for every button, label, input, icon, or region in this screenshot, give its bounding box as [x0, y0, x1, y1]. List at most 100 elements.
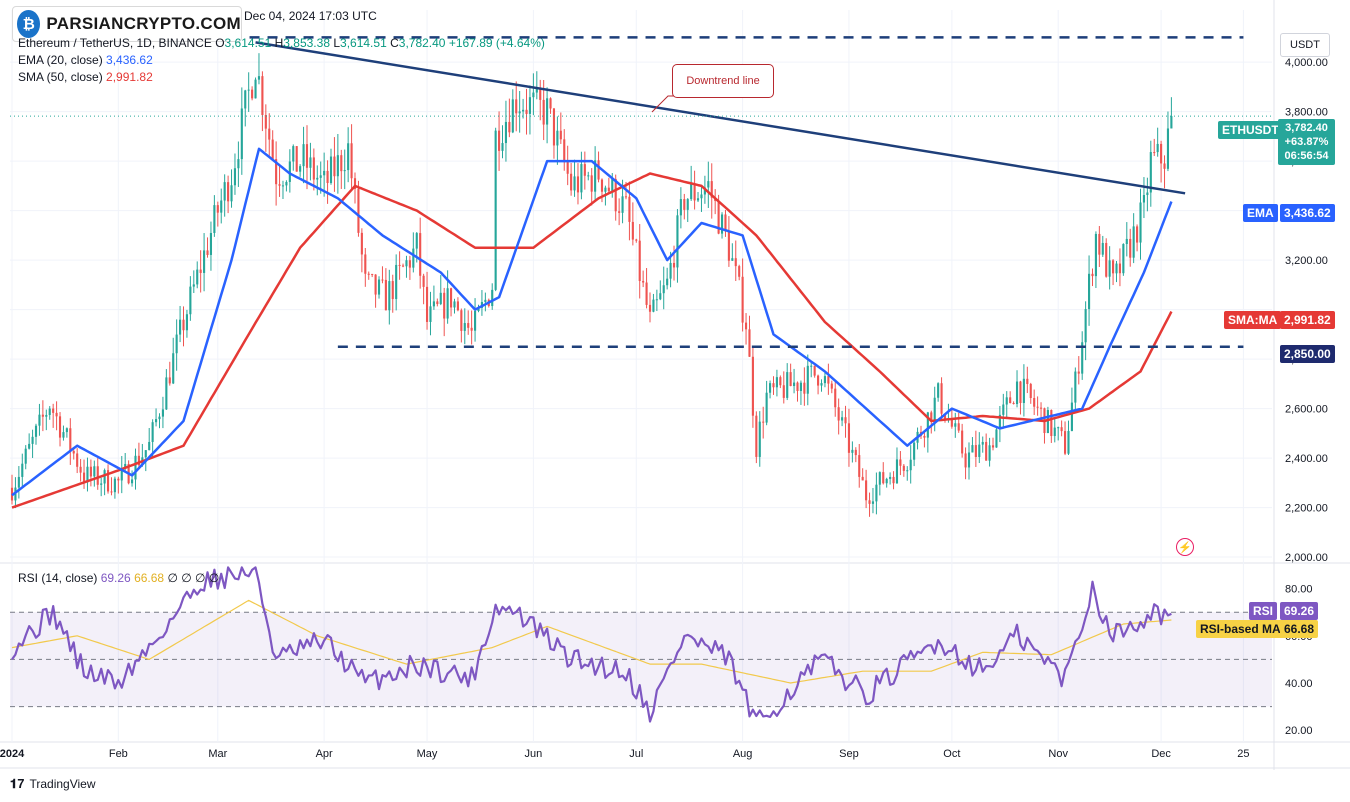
candle-body [635, 239, 638, 241]
rsi-extra: ∅ [208, 571, 220, 585]
candle-body [1009, 397, 1012, 404]
candle-body [1153, 152, 1156, 154]
candle-body [669, 262, 672, 279]
candle-body [261, 76, 264, 115]
candle-body [326, 170, 329, 184]
candle-body [429, 306, 432, 322]
candle-body [522, 109, 525, 112]
candle-body [436, 301, 439, 305]
ema-legend-label: EMA (20, close) [18, 53, 103, 67]
ema-tag-value: 3,436.62 [1280, 204, 1335, 222]
candle-body [323, 170, 326, 176]
candle-body [79, 466, 82, 473]
candle-body [923, 435, 926, 438]
candle-body [940, 383, 943, 414]
candle-body [683, 199, 686, 210]
candle-body [199, 269, 202, 273]
candle-body [580, 164, 583, 193]
candle-body [192, 284, 195, 287]
candle-body [858, 455, 861, 477]
downtrend-annotation[interactable]: Downtrend line [672, 64, 774, 98]
downtrend-line [255, 41, 1186, 195]
time-tick-label: Oct [943, 748, 960, 760]
candle-body [340, 155, 343, 172]
tradingview-logo-icon: 𝟏7 [10, 776, 25, 791]
candle-body [961, 430, 964, 454]
candle-body [384, 279, 387, 311]
candle-body [950, 419, 953, 427]
candle-body [206, 250, 209, 255]
candle-body [666, 278, 669, 286]
candle-body [93, 466, 96, 477]
candle-body [148, 441, 151, 451]
candle-body [851, 449, 854, 453]
tradingview-footer[interactable]: 𝟏7 TradingView [10, 776, 96, 792]
ema-legend[interactable]: EMA (20, close) 3,436.62 [18, 53, 153, 67]
candle-body [237, 159, 240, 169]
candle-body [1063, 431, 1067, 454]
candle-body [720, 214, 724, 234]
sma-legend-value: 2,991.82 [106, 70, 153, 84]
candle-body [460, 310, 463, 331]
candle-body [981, 441, 984, 445]
candle-body [841, 417, 844, 421]
candle-body [638, 240, 641, 281]
candle-body [772, 383, 775, 388]
lightning-alert-icon[interactable]: ⚡ [1176, 538, 1194, 556]
time-tick-label: Nov [1048, 748, 1068, 760]
candle-body [511, 99, 514, 133]
candle-body [690, 183, 693, 200]
candle-body [875, 484, 878, 502]
candle-body [539, 87, 542, 100]
candle-body [196, 269, 199, 285]
candle-body [130, 479, 134, 484]
candle-body [223, 182, 226, 201]
candle-body [871, 501, 875, 504]
candle-body [55, 412, 58, 417]
candle-body [21, 463, 24, 477]
candle-body [1053, 427, 1056, 437]
symbol-line[interactable]: Ethereum / TetherUS, 1D, BINANCE [18, 36, 212, 50]
candle-body [292, 146, 295, 162]
candle-body [1149, 152, 1152, 193]
candle-body [209, 232, 213, 255]
candle-body [329, 156, 333, 184]
candle-body [347, 143, 350, 171]
rsi-tick-label: 80.00 [1285, 584, 1313, 596]
candle-body [120, 468, 123, 481]
candle-body [408, 260, 411, 268]
candle-body [902, 465, 905, 471]
candle-body [614, 178, 617, 212]
candle-body [305, 144, 309, 168]
candle-body [1115, 263, 1118, 274]
candle-body [762, 421, 765, 423]
candle-body [1015, 381, 1019, 404]
candle-body [1163, 163, 1166, 169]
candle-body [937, 383, 940, 398]
open-label: O [215, 36, 225, 50]
candle-body [1081, 342, 1084, 374]
candle-body [985, 441, 988, 461]
candle-body [106, 470, 110, 492]
candle-body [1036, 406, 1039, 408]
candle-body [100, 483, 103, 485]
candle-body [134, 455, 137, 480]
candle-body [62, 432, 65, 438]
sma-legend[interactable]: SMA (50, close) 2,991.82 [18, 70, 153, 84]
candle-body [350, 143, 353, 179]
candle-body [72, 450, 75, 454]
candle-body [374, 274, 377, 295]
candle-body [82, 472, 86, 483]
ema-tag-label: EMA [1243, 204, 1278, 222]
candle-body [34, 425, 38, 437]
candle-body [110, 491, 113, 493]
rsi-legend[interactable]: RSI (14, close) 69.26 66.68 ∅ ∅ ∅ ∅ [18, 571, 219, 585]
currency-unit-button[interactable]: USDT [1280, 33, 1330, 57]
candle-body [570, 173, 573, 191]
candle-body [765, 392, 768, 423]
candle-body [1170, 116, 1173, 129]
ema-20-line [11, 147, 1173, 497]
candle-body [319, 175, 322, 178]
candle-body [158, 416, 161, 420]
